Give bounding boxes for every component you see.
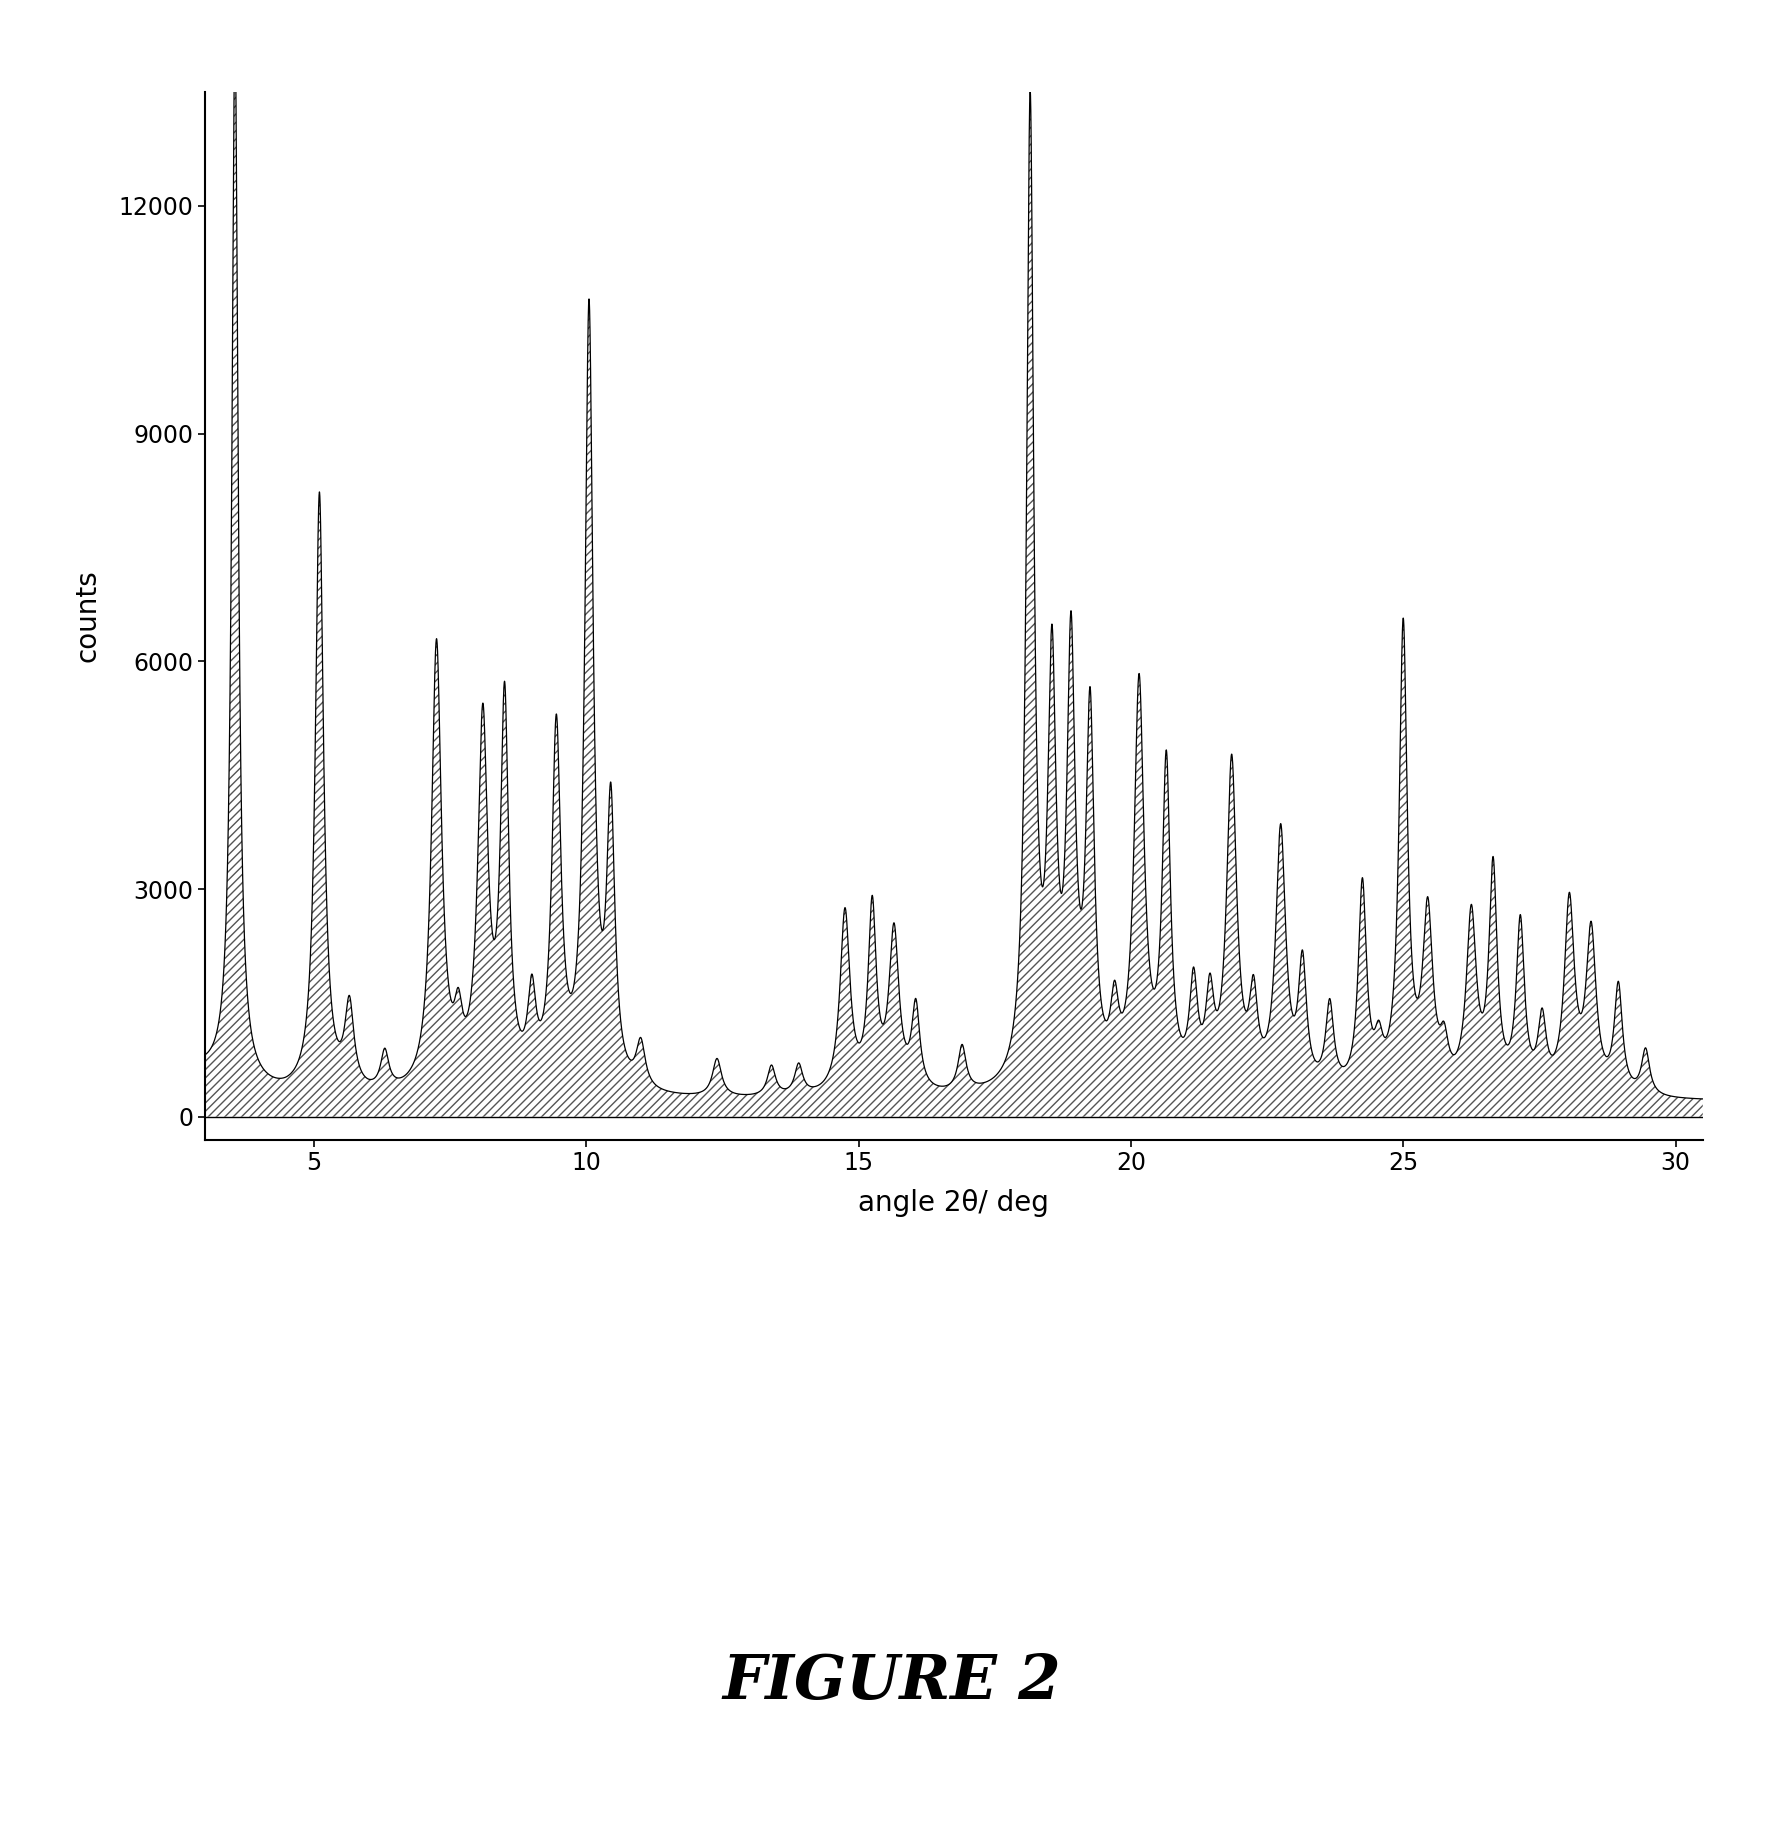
Y-axis label: counts: counts — [73, 570, 102, 662]
Text: FIGURE 2: FIGURE 2 — [722, 1652, 1060, 1711]
X-axis label: angle 2θ/ deg: angle 2θ/ deg — [857, 1189, 1050, 1217]
